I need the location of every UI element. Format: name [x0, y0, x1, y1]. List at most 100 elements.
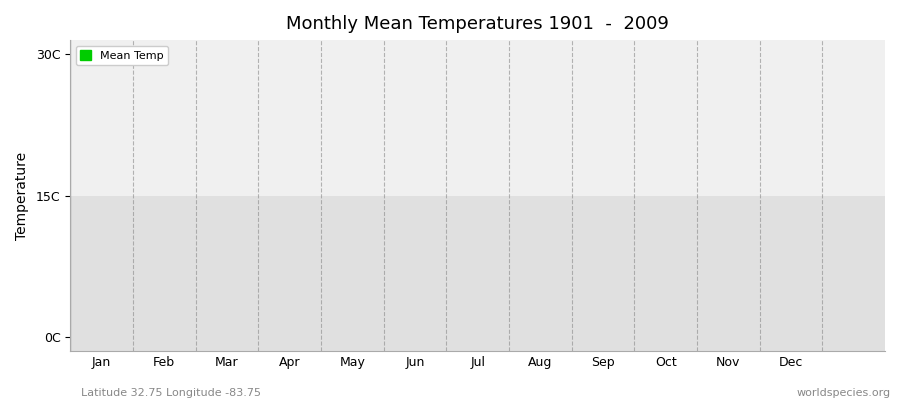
- Point: [419, 110, 434, 117]
- Point: [274, 207, 288, 214]
- Point: [677, 185, 691, 192]
- Point: [110, 292, 124, 298]
- Point: [280, 168, 294, 175]
- Point: [354, 116, 368, 123]
- Point: [119, 254, 133, 260]
- Point: [172, 207, 186, 213]
- Point: [369, 104, 383, 110]
- Point: [724, 230, 739, 236]
- Point: [720, 232, 734, 238]
- Point: [716, 210, 730, 217]
- Point: [177, 239, 192, 245]
- Point: [591, 112, 606, 119]
- Point: [597, 94, 611, 100]
- Point: [118, 217, 132, 224]
- Point: [572, 85, 586, 91]
- Point: [168, 244, 183, 250]
- Point: [159, 266, 174, 273]
- Point: [90, 240, 104, 246]
- Point: [237, 257, 251, 264]
- Point: [94, 233, 109, 240]
- Point: [156, 232, 170, 238]
- Point: [572, 103, 586, 110]
- Point: [293, 156, 308, 163]
- Point: [800, 240, 814, 247]
- Point: [235, 226, 249, 233]
- Point: [633, 169, 647, 175]
- Point: [742, 212, 757, 218]
- Point: [360, 130, 374, 136]
- Point: [636, 177, 651, 184]
- Point: [141, 225, 156, 231]
- Point: [341, 137, 356, 143]
- Point: [532, 87, 546, 94]
- Point: [387, 86, 401, 93]
- Point: [240, 256, 255, 262]
- Point: [796, 245, 810, 251]
- Point: [268, 162, 283, 168]
- Point: [632, 162, 646, 168]
- Point: [265, 184, 279, 191]
- Point: [135, 234, 149, 241]
- Point: [382, 106, 396, 112]
- Point: [267, 165, 282, 171]
- Point: [411, 85, 426, 91]
- Point: [792, 301, 806, 308]
- Point: [572, 99, 587, 105]
- Point: [137, 259, 151, 265]
- Point: [781, 235, 796, 242]
- Point: [292, 114, 306, 121]
- Point: [223, 192, 238, 198]
- Point: [613, 127, 627, 134]
- Point: [512, 77, 526, 83]
- Point: [73, 276, 87, 283]
- Point: [109, 234, 123, 240]
- Point: [159, 242, 174, 249]
- Point: [93, 229, 107, 235]
- Point: [411, 89, 426, 95]
- Point: [652, 174, 667, 181]
- Point: [724, 218, 738, 224]
- Point: [220, 232, 234, 239]
- Point: [506, 68, 520, 74]
- Point: [528, 81, 543, 87]
- Point: [772, 269, 787, 275]
- Point: [94, 260, 109, 266]
- Point: [788, 320, 803, 326]
- Point: [424, 85, 438, 91]
- Point: [368, 186, 382, 192]
- Point: [536, 48, 550, 54]
- Point: [778, 258, 793, 265]
- Point: [309, 165, 323, 172]
- Point: [661, 186, 675, 192]
- Point: [536, 70, 550, 77]
- Point: [68, 237, 83, 244]
- Point: [631, 178, 645, 184]
- Point: [799, 265, 814, 271]
- Point: [715, 248, 729, 254]
- Point: [745, 202, 760, 209]
- Point: [581, 88, 596, 94]
- Point: [278, 176, 293, 183]
- Point: [517, 76, 531, 82]
- Point: [382, 71, 397, 77]
- Point: [810, 251, 824, 258]
- Point: [393, 81, 408, 88]
- Point: [220, 217, 235, 223]
- Point: [794, 262, 808, 268]
- Point: [680, 156, 695, 162]
- Point: [342, 138, 356, 145]
- Point: [485, 69, 500, 76]
- Point: [746, 250, 760, 257]
- Point: [362, 118, 376, 124]
- Point: [341, 133, 356, 139]
- Point: [435, 76, 449, 82]
- Point: [370, 112, 384, 118]
- Point: [684, 190, 698, 196]
- Point: [203, 200, 218, 207]
- Point: [605, 98, 619, 104]
- Point: [407, 83, 421, 90]
- Point: [747, 204, 761, 210]
- Point: [616, 87, 631, 93]
- Point: [657, 192, 671, 198]
